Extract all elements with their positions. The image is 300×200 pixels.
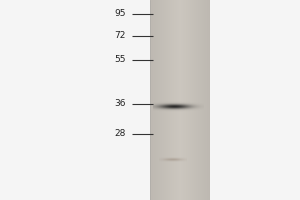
Text: 28: 28 <box>115 130 126 138</box>
Text: 55: 55 <box>115 55 126 64</box>
Text: 36: 36 <box>115 99 126 108</box>
Text: 72: 72 <box>115 31 126 40</box>
Text: 95: 95 <box>115 9 126 19</box>
